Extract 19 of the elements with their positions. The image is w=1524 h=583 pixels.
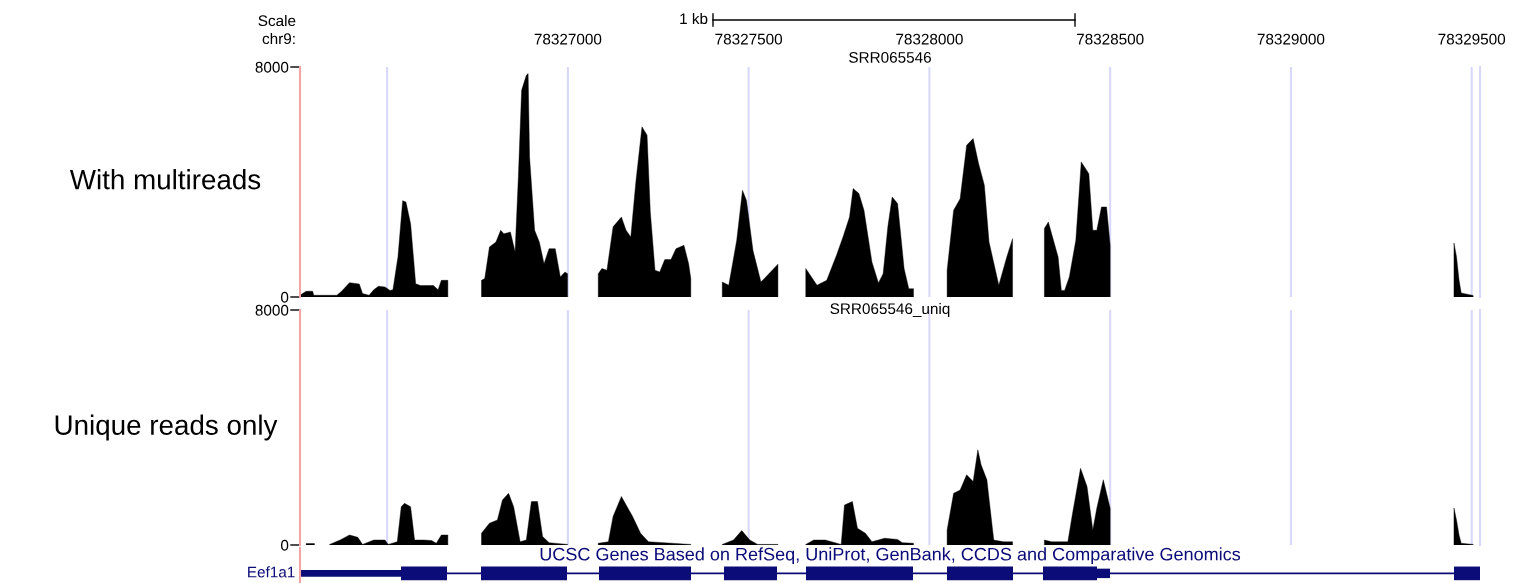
x-tick-label: 78327000: [534, 33, 602, 45]
chart-title: SRR065546: [849, 52, 931, 63]
x-tick-label: 78329500: [1438, 33, 1506, 45]
x-tick-label: 78328500: [1076, 33, 1144, 45]
y-tick-label: 8000: [255, 304, 289, 316]
text: 1 kb: [680, 12, 708, 25]
text: UCSC Genes Based on RefSeq, UniProt, GenBank, CCDS and Comparative Genomics: [540, 547, 1241, 565]
x-tick-label: 78327500: [715, 33, 783, 45]
text: Scale: [258, 14, 296, 27]
y-axis-title: With multireads: [69, 169, 261, 190]
text: Eef1a1: [248, 566, 295, 578]
x-tick-label: 78329000: [1257, 33, 1325, 45]
y-tick-label: 0: [280, 539, 289, 551]
chart-title: SRR065546_uniq: [830, 302, 950, 318]
y-tick-label: 0: [280, 291, 289, 303]
y-tick-label: 8000: [255, 61, 289, 73]
text: chr9:: [262, 32, 295, 45]
x-tick-label: 78328000: [896, 33, 963, 45]
y-axis-title: Unique reads only: [55, 414, 278, 441]
